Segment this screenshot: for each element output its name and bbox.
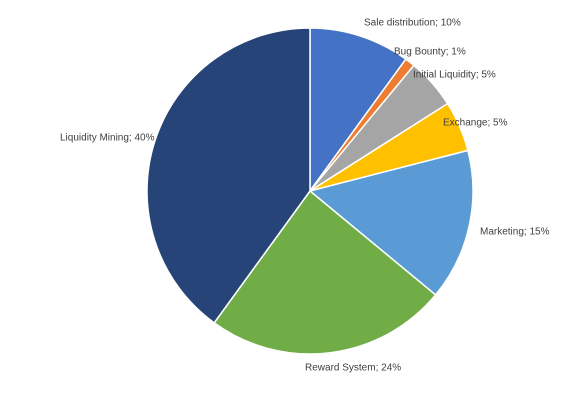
slice-label: Sale distribution; 10% <box>364 18 461 29</box>
pie-slice <box>309 27 407 194</box>
slice-label: Exchange; 5% <box>443 118 508 129</box>
slice-label: Bug Bounty; 1% <box>394 47 466 58</box>
slice-label: Initial Liquidity; 5% <box>413 70 496 81</box>
slice-label: Marketing; 15% <box>480 227 550 238</box>
slice-label: Reward System; 24% <box>305 363 401 374</box>
slice-label: Liquidity Mining; 40% <box>60 133 155 144</box>
pie-slice <box>146 27 311 324</box>
pie-slice <box>213 189 437 355</box>
pie-slice <box>308 149 474 296</box>
